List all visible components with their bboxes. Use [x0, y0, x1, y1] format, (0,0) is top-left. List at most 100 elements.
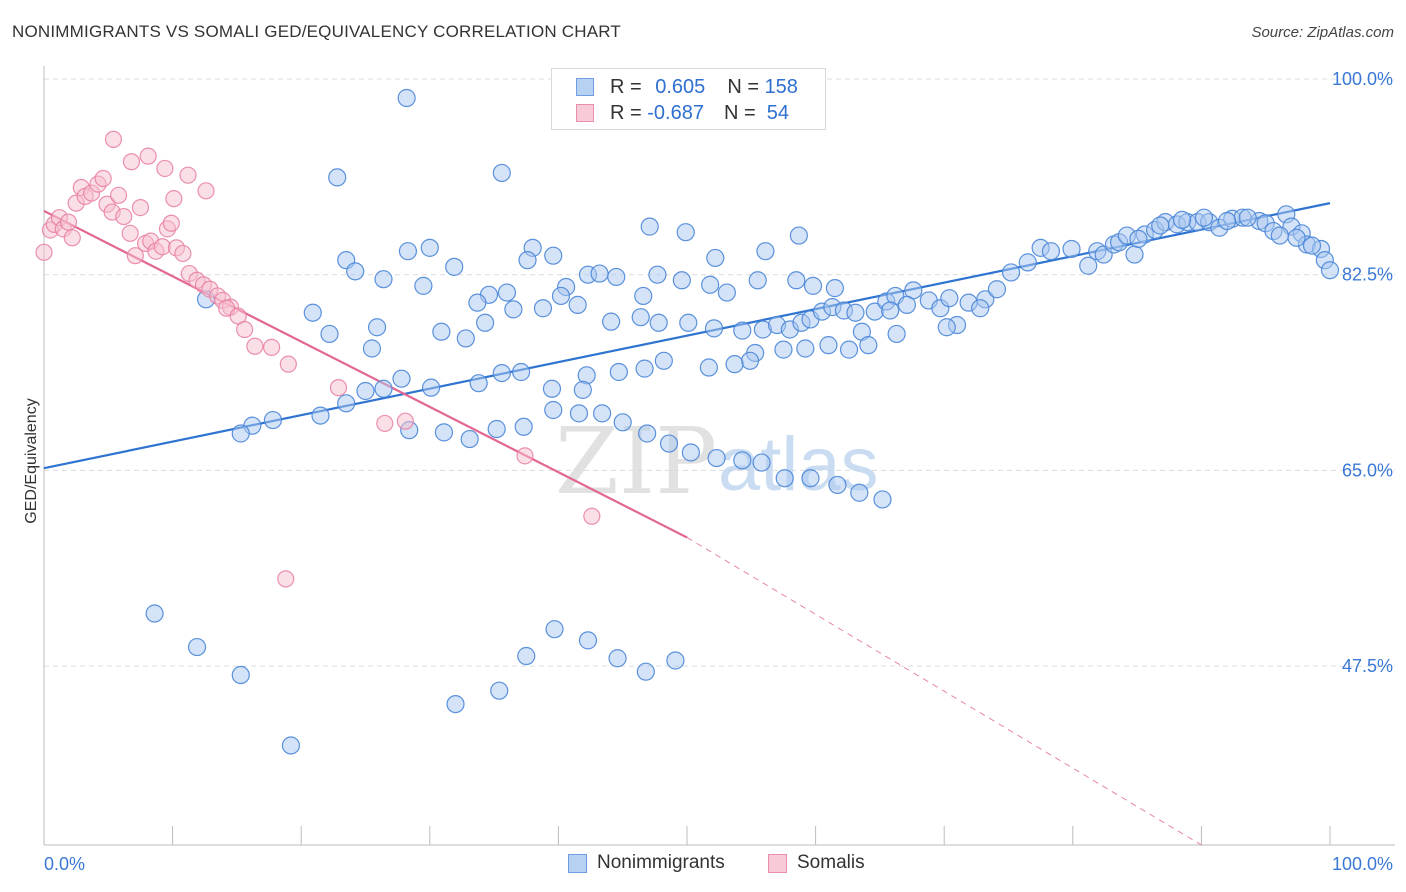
nonimmigrants-point — [434, 423, 454, 442]
nonimmigrants-point — [1320, 261, 1340, 280]
nonimmigrants-point — [492, 163, 511, 183]
nonimmigrants-point — [544, 400, 563, 420]
nonimmigrants-point — [796, 339, 815, 358]
nonimmigrants-point — [887, 324, 906, 344]
nonimmigrants-point — [859, 336, 878, 355]
nonimmigrants-point — [414, 276, 433, 295]
somalis-point — [139, 147, 157, 165]
nonimmigrants-point — [733, 451, 752, 470]
nonimmigrants-point — [1062, 239, 1081, 259]
data-points — [35, 88, 1340, 755]
y-tick-label: 47.5% — [1342, 656, 1393, 676]
nonimmigrants-point — [1001, 263, 1021, 282]
somalis-point — [279, 355, 297, 373]
nonimmigrants-point — [512, 362, 531, 382]
y-tick-label: 65.0% — [1342, 460, 1393, 480]
somalis-point — [156, 159, 174, 178]
nonimmigrants-point — [706, 248, 725, 268]
nonimmigrants-point — [504, 300, 523, 319]
somalis-point — [94, 169, 112, 188]
nonimmigrants-point — [337, 394, 356, 413]
nonimmigrants-point — [392, 369, 411, 388]
nonimmigrants-point — [971, 299, 990, 318]
nonimmigrants-point — [517, 646, 536, 666]
nonimmigrants-point — [775, 469, 794, 488]
nonimmigrants-point — [445, 257, 464, 276]
nonimmigrants-point — [490, 681, 509, 700]
nonimmigrants-point — [748, 271, 767, 290]
nonimmigrants-point — [873, 490, 892, 509]
somalis-point — [59, 213, 78, 231]
nonimmigrants-point — [328, 168, 347, 187]
nonimmigrants-point — [789, 226, 808, 245]
legend-r-label: R = — [610, 75, 648, 98]
nonimmigrants-point — [468, 293, 487, 312]
nonimmigrants-point — [514, 417, 533, 436]
nonimmigrants-point — [602, 312, 621, 331]
tick-labels: 100.0% 82.5% 65.0% 47.5% 0.0% 100.0% — [44, 69, 1393, 874]
watermark-zip: ZIP — [555, 408, 717, 515]
somalis-point — [263, 338, 281, 356]
somalis-point — [376, 414, 394, 433]
nonimmigrants-point — [568, 295, 587, 314]
nonimmigrants-point — [699, 358, 718, 377]
nonimmigrants-point — [1041, 242, 1061, 261]
nonimmigrants-swatch — [576, 78, 594, 96]
nonimmigrants-point — [456, 329, 475, 348]
nonimmigrants-point — [1287, 228, 1306, 247]
somalis-point — [583, 507, 601, 525]
somalis-point — [179, 166, 197, 184]
nonimmigrants-point — [640, 217, 659, 236]
nonimmigrants-point — [819, 336, 838, 355]
nonimmigrants-point — [681, 443, 700, 462]
nonimmigrants-point — [613, 413, 632, 432]
nonimmigrants-point — [740, 351, 760, 370]
nonimmigrants-point — [825, 279, 844, 298]
nonimmigrants-point — [187, 637, 207, 657]
nonimmigrants-point — [717, 283, 736, 302]
somalis-swatch — [576, 104, 594, 122]
nonimmigrants-point — [774, 340, 793, 359]
nonimmigrants-point — [631, 308, 650, 327]
nonimmigrants-point — [533, 299, 553, 318]
somalis-point — [197, 182, 215, 200]
somalis-point — [126, 247, 144, 265]
nonimmigrants-point — [1151, 216, 1170, 235]
trend-lines — [43, 202, 1331, 846]
legend-row-somalis: R = -0.687 N = 54 — [576, 101, 789, 125]
nonimmigrants-point — [608, 649, 627, 668]
somalis-point — [153, 238, 171, 256]
nonimmigrants-point — [487, 419, 506, 439]
nonimmigrants-point — [659, 434, 679, 453]
nonimmigrants-point — [362, 339, 382, 358]
somalis-trend-line — [43, 209, 688, 539]
somalis-point — [174, 244, 192, 263]
legend-row-nonimmigrants: R = 0.605 N = 158 — [576, 75, 798, 99]
nonimmigrants-point — [649, 313, 668, 332]
nonimmigrants-point — [593, 404, 612, 423]
nonimmigrants-point — [679, 313, 698, 332]
nonimmigrants-point — [704, 319, 724, 338]
nonimmigrants-point — [1302, 236, 1322, 255]
nonimmigrants-point — [569, 404, 589, 423]
axes — [43, 66, 1395, 846]
nonimmigrants-point — [346, 262, 365, 281]
legend-n-label: N = — [723, 101, 762, 124]
nonimmigrants-point — [374, 379, 393, 398]
nonimmigrants-point — [475, 313, 495, 332]
somalis-point — [329, 379, 348, 397]
somalis-point — [63, 229, 81, 247]
nonimmigrants-point — [145, 604, 164, 623]
nonimmigrants-point — [374, 270, 393, 289]
somalis-point — [109, 186, 128, 204]
gridlines — [44, 78, 1395, 667]
nonimmigrants-point — [733, 321, 752, 340]
nonimmigrants-point — [231, 424, 250, 443]
nonimmigrants-point — [839, 340, 859, 359]
somalis-trend-extension — [686, 537, 1202, 846]
bottom-legend-nonimmigrants: Nonimmigrants — [568, 852, 725, 874]
nonimmigrants-point — [398, 242, 418, 261]
nonimmigrants-point — [1173, 210, 1192, 229]
legend-n-value: 158 — [764, 75, 798, 98]
